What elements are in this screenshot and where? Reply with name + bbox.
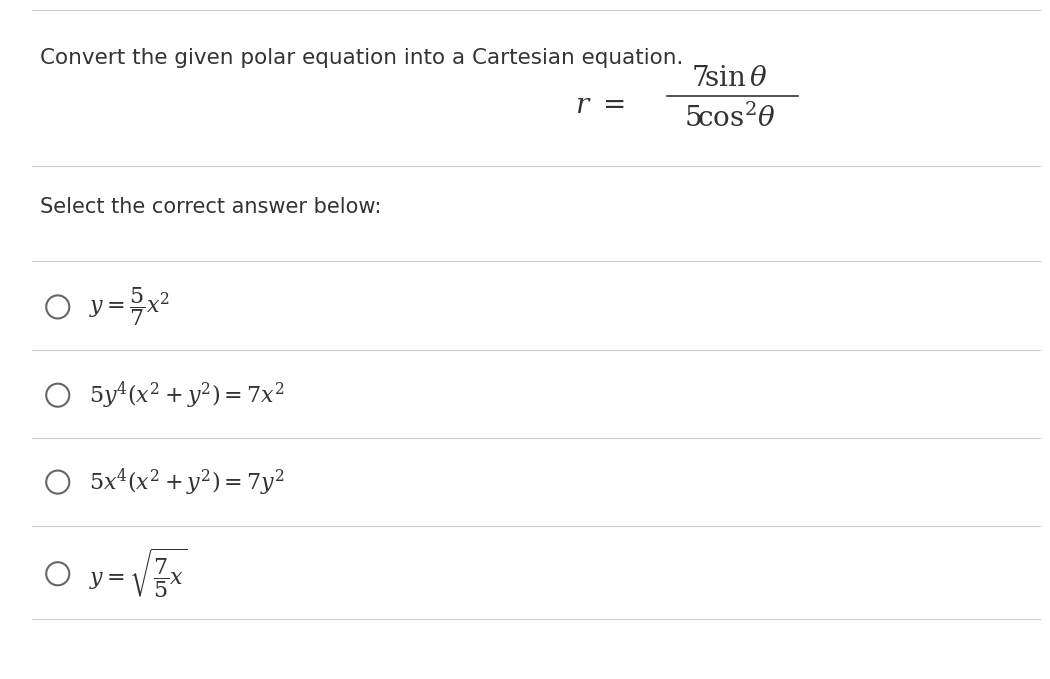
Text: Convert the given polar equation into a Cartesian equation.: Convert the given polar equation into a … bbox=[40, 48, 684, 67]
Text: $5y^4(x^2 + y^2) = 7x^2$: $5y^4(x^2 + y^2) = 7x^2$ bbox=[89, 380, 285, 411]
Text: $7\!\sin\theta$: $7\!\sin\theta$ bbox=[691, 64, 769, 92]
Text: Select the correct answer below:: Select the correct answer below: bbox=[40, 197, 381, 217]
Text: $r\ =$: $r\ =$ bbox=[575, 91, 625, 120]
Text: $5x^4(x^2 + y^2) = 7y^2$: $5x^4(x^2 + y^2) = 7y^2$ bbox=[89, 466, 285, 498]
Text: $5\!\cos^2\!\theta$: $5\!\cos^2\!\theta$ bbox=[684, 104, 776, 134]
Text: $y = \dfrac{5}{7}x^2$: $y = \dfrac{5}{7}x^2$ bbox=[89, 285, 170, 329]
Text: $y = \sqrt{\dfrac{7}{5}x}$: $y = \sqrt{\dfrac{7}{5}x}$ bbox=[89, 547, 188, 600]
